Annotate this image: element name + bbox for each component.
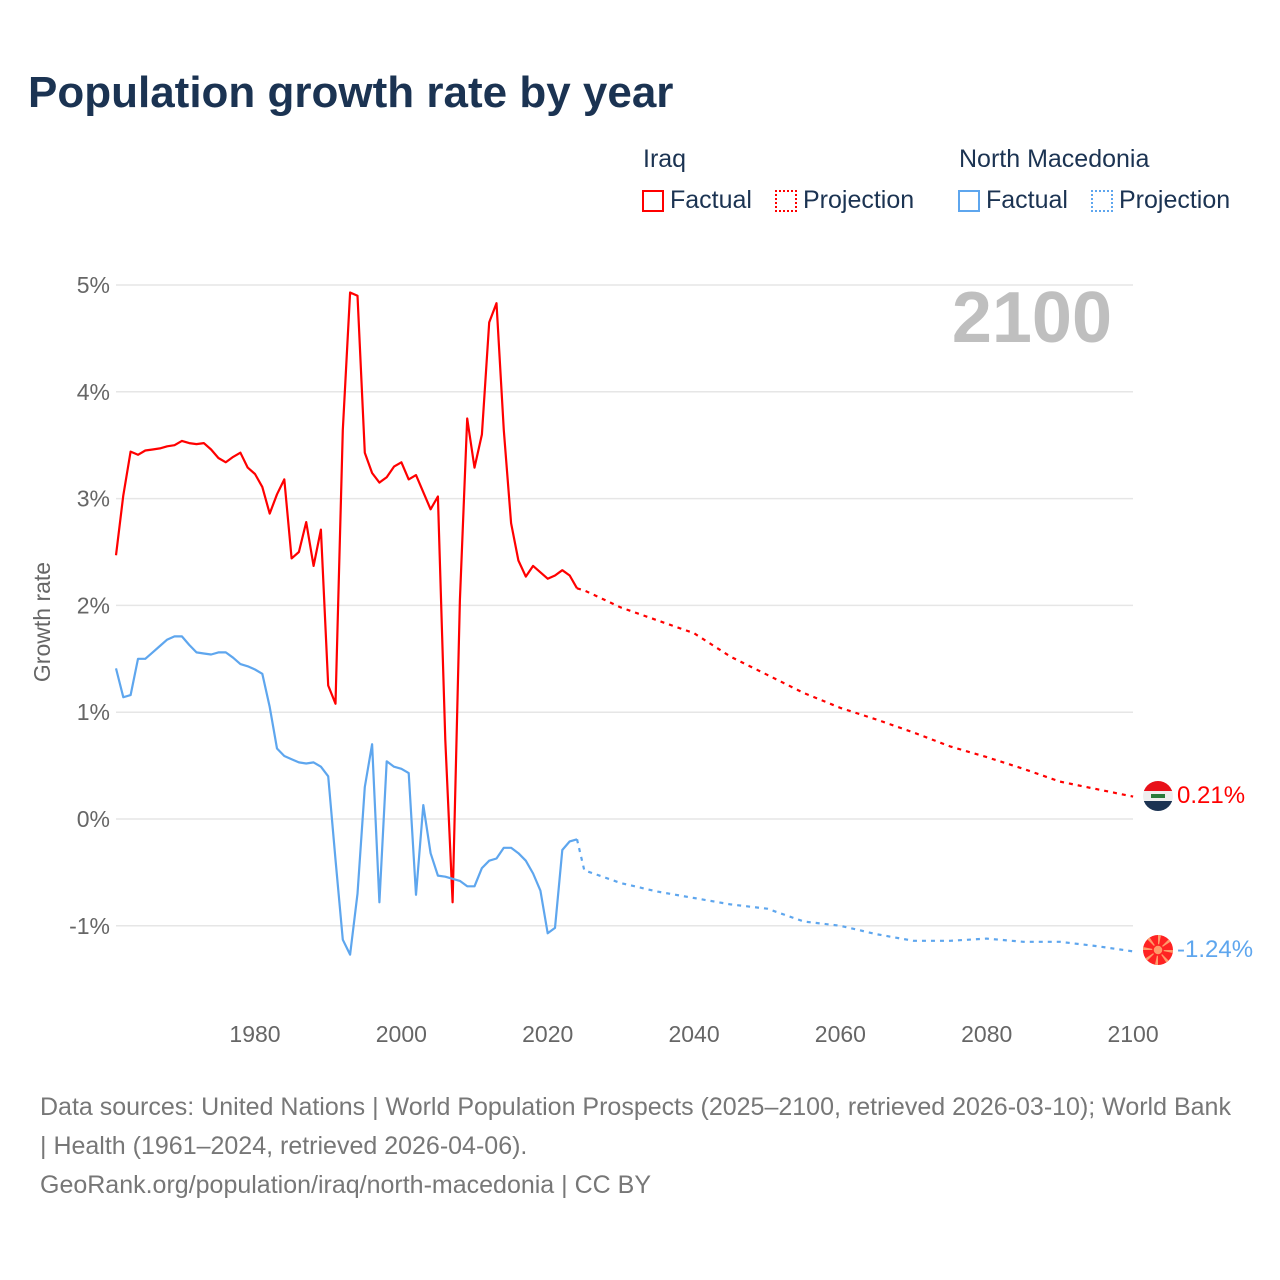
series-line-north-macedonia-factual (114, 635, 578, 956)
y-tick-label: 3% (77, 486, 110, 512)
legend-group-north-macedonia: North Macedonia (959, 145, 1150, 173)
y-tick-label: 0% (77, 806, 110, 832)
legend-label: Projection (803, 186, 915, 214)
page-title: Population growth rate by year (28, 68, 674, 117)
legend-swatch-solid (642, 189, 664, 212)
legend-label: Factual (986, 186, 1068, 214)
series-line-north-macedonia-projection (575, 839, 1134, 953)
x-tick-label: 1980 (229, 1021, 280, 1047)
iraq-flag-icon (1143, 781, 1173, 811)
x-tick-label: 2000 (376, 1021, 427, 1047)
data-sources: Data sources: United Nations | World Pop… (40, 1088, 1240, 1205)
y-tick-label: -1% (69, 913, 110, 939)
y-tick-label: 2% (77, 592, 110, 618)
x-tick-label: 2020 (522, 1021, 573, 1047)
y-axis-label: Growth rate (29, 562, 55, 682)
legend-group-iraq: Iraq (643, 145, 687, 173)
series-line-iraq-factual (114, 291, 578, 904)
legend-label: Projection (1119, 186, 1231, 214)
north-macedonia-end-label: -1.24% (1177, 936, 1253, 963)
y-tick-label: 5% (77, 272, 110, 298)
legend-iraq-projection[interactable]: Projection (775, 186, 914, 215)
series-line-iraq-projection (576, 587, 1134, 798)
legend-swatch-solid (958, 189, 980, 212)
legend-iraq-factual[interactable]: Factual (642, 186, 752, 215)
iraq-end-label: 0.21% (1177, 782, 1245, 809)
legend-swatch-dotted (1091, 189, 1113, 212)
y-tick-label: 1% (77, 699, 110, 725)
attribution-link[interactable]: GeoRank.org/population/iraq/north-macedo… (40, 1171, 651, 1199)
sources-text: Data sources: United Nations | World Pop… (40, 1093, 1231, 1160)
legend-nm-factual[interactable]: Factual (958, 186, 1068, 215)
x-tick-label: 2060 (815, 1021, 866, 1047)
legend-swatch-dotted (775, 189, 797, 212)
y-tick-label: 4% (77, 379, 110, 405)
x-tick-label: 2040 (668, 1021, 719, 1047)
year-display: 2100 (952, 278, 1112, 358)
x-tick-label: 2100 (1107, 1021, 1158, 1047)
legend-nm-projection[interactable]: Projection (1091, 186, 1230, 215)
legend-label: Factual (670, 186, 752, 214)
x-tick-label: 2080 (961, 1021, 1012, 1047)
north-macedonia-flag-icon (1143, 935, 1173, 965)
